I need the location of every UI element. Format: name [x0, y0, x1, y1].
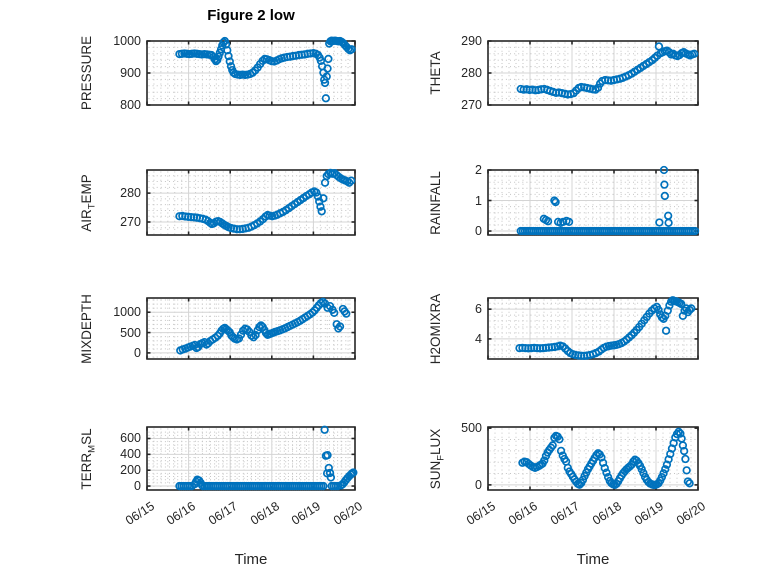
y-tick-label: 0 [475, 224, 482, 239]
y-tick-label: 600 [120, 431, 141, 446]
subplot-terr-msl [146, 425, 358, 491]
y-axis-label-sun-flux: SUNFLUX [428, 428, 447, 489]
major-grid [147, 427, 355, 490]
plot-area-sun-flux [487, 426, 699, 491]
y-tick-label: 0 [475, 477, 482, 492]
y-tick-label: 4 [475, 331, 482, 346]
subplot-h2omixra [487, 296, 699, 361]
y-tick-label: 280 [461, 66, 482, 80]
x-tick-label: 06/19 [289, 499, 324, 528]
data-points [175, 36, 356, 103]
y-tick-label: 1000 [113, 305, 141, 320]
subplot-sun-flux [487, 426, 699, 491]
plot-area-pressure [146, 36, 356, 106]
data-points [175, 425, 358, 491]
major-grid [488, 427, 698, 490]
x-tick-label: 06/17 [205, 499, 240, 528]
x-tick-label: 06/15 [122, 499, 157, 528]
y-tick-label: 0 [134, 345, 141, 360]
y-tick-label: 500 [120, 325, 141, 340]
x-tick-label: 06/18 [247, 499, 282, 528]
y-tick-label: 270 [461, 98, 482, 112]
x-tick-label: 06/15 [463, 499, 498, 528]
x-tick-label: 06/17 [547, 499, 582, 528]
data-points [176, 297, 351, 355]
y-tick-label: 6 [475, 302, 482, 317]
y-tick-label: 290 [461, 34, 482, 48]
data-points [515, 296, 696, 361]
y-tick-label: 500 [461, 421, 482, 436]
axes-frame [146, 297, 356, 360]
major-grid [147, 170, 355, 235]
data-points [516, 42, 699, 99]
subplot-theta [487, 40, 699, 106]
y-tick-label: 1000 [113, 34, 141, 48]
minor-grid [148, 428, 354, 489]
y-axis-label-terr-msl: TERRMSL [79, 427, 98, 490]
subplot-pressure [146, 36, 356, 106]
y-tick-label: 280 [120, 186, 141, 201]
x-tick-label: 06/16 [505, 499, 540, 528]
major-grid [488, 41, 698, 105]
minor-grid [148, 42, 354, 104]
axes-frame [487, 297, 699, 360]
x-axis-label-left: Time [234, 551, 268, 568]
y-tick-label: 1 [475, 193, 482, 208]
data-points [516, 165, 700, 236]
data-points [175, 168, 356, 234]
subplot-rainfall [487, 165, 700, 236]
plot-area-mixdepth [146, 297, 356, 360]
subplot-air-temp [146, 168, 356, 236]
plot-area-air-temp [146, 168, 356, 236]
plot-area-h2omixra [487, 296, 699, 361]
x-tick-label: 06/20 [330, 499, 365, 528]
y-tick-label: 400 [120, 447, 141, 462]
y-tick-label: 0 [134, 479, 141, 494]
x-axis-label-right: Time [576, 551, 610, 568]
axes-frame [146, 169, 356, 236]
figure-title: Figure 2 low [207, 7, 295, 24]
plot-area-rainfall [487, 165, 700, 236]
x-tick-label: 06/19 [631, 499, 666, 528]
y-tick-label: 800 [120, 98, 141, 112]
axes-frame [146, 40, 356, 106]
x-tick-label: 06/16 [164, 499, 199, 528]
y-tick-label: 270 [120, 215, 141, 229]
subplot-mixdepth [146, 297, 356, 360]
axes-frame [487, 426, 699, 491]
plot-area-theta [487, 40, 699, 106]
x-tick-label: 06/20 [673, 499, 708, 528]
plot-area-terr-msl [146, 425, 358, 491]
x-tick-label: 06/18 [589, 499, 624, 528]
y-tick-label: 2 [475, 163, 482, 177]
data-points [518, 427, 694, 490]
y-tick-label: 900 [120, 66, 141, 80]
y-tick-label: 200 [120, 463, 141, 478]
